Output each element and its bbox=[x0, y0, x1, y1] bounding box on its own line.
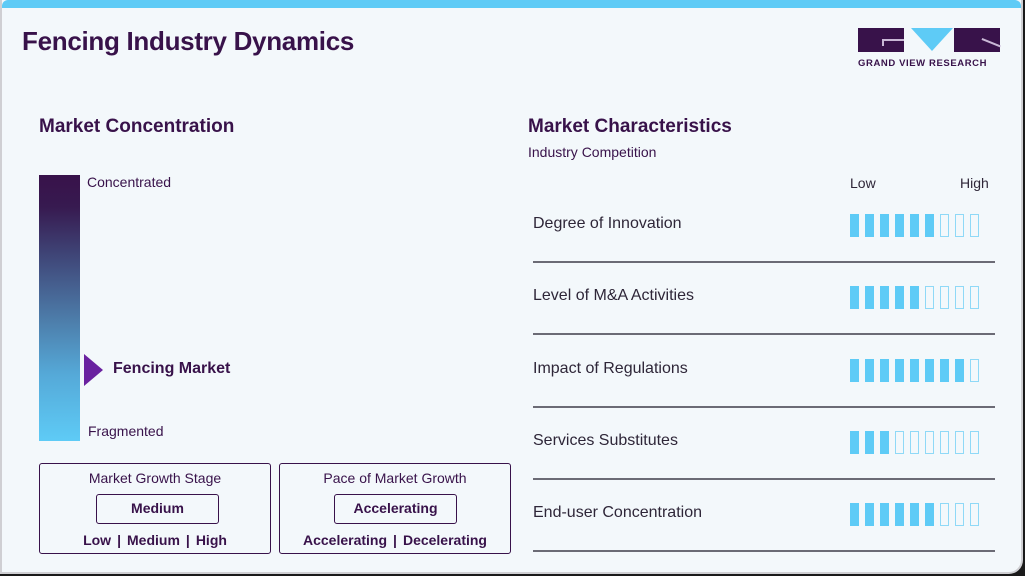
page-title: Fencing Industry Dynamics bbox=[22, 26, 355, 56]
rating-bar-filled bbox=[895, 359, 904, 382]
rating-bar-empty bbox=[895, 431, 904, 454]
rating-bar-filled bbox=[925, 359, 934, 382]
rating-bar-empty bbox=[970, 431, 979, 454]
rating-bars bbox=[850, 431, 979, 454]
row-divider bbox=[533, 550, 995, 552]
rating-bars bbox=[850, 503, 979, 526]
rating-bar-filled bbox=[925, 503, 934, 526]
characteristic-label: Degree of Innovation bbox=[533, 215, 682, 232]
rating-bars bbox=[850, 359, 979, 382]
pace-of-market-growth-box: Pace of Market Growth Accelerating Accel… bbox=[279, 463, 511, 554]
rating-bar-empty bbox=[955, 503, 964, 526]
scale-high-label: High bbox=[960, 175, 989, 191]
market-concentration-heading: Market Concentration bbox=[39, 116, 235, 137]
characteristic-row: Degree of Innovation bbox=[533, 191, 995, 264]
market-position-label: Fencing Market bbox=[113, 360, 231, 377]
characteristic-label: End-user Concentration bbox=[533, 504, 702, 521]
rating-bar-filled bbox=[865, 214, 874, 237]
fragmented-label: Fragmented bbox=[88, 423, 164, 439]
option-low: Low bbox=[83, 532, 112, 548]
rating-bars bbox=[850, 214, 979, 237]
market-growth-stage-box: Market Growth Stage Medium Low | Medium | Hi… bbox=[39, 463, 271, 554]
rating-bar-filled bbox=[955, 359, 964, 382]
logo-r-block-icon bbox=[954, 28, 1001, 52]
rating-bar-filled bbox=[865, 503, 874, 526]
growth-stage-value: Medium bbox=[96, 494, 219, 524]
logo-text: GRAND VIEW RESEARCH bbox=[858, 58, 988, 69]
rating-bar-filled bbox=[910, 503, 919, 526]
characteristic-row: Services Substitutes bbox=[533, 408, 995, 481]
logo-v-triangle-icon bbox=[911, 28, 953, 51]
rating-bar-filled bbox=[880, 214, 889, 237]
rating-bar-empty bbox=[970, 214, 979, 237]
rating-bar-filled bbox=[925, 214, 934, 237]
growth-stage-heading: Market Growth Stage bbox=[88, 470, 222, 486]
rating-bar-empty bbox=[940, 286, 949, 309]
characteristic-label: Services Substitutes bbox=[533, 432, 678, 449]
rating-bar-filled bbox=[880, 286, 889, 309]
option-high: High bbox=[195, 532, 227, 548]
rating-bars bbox=[850, 286, 979, 309]
rating-bar-empty bbox=[955, 431, 964, 454]
market-characteristics-heading: Market Characteristics bbox=[528, 116, 732, 137]
concentrated-label: Concentrated bbox=[87, 174, 172, 190]
row-divider bbox=[533, 406, 995, 408]
growth-pace-heading: Pace of Market Growth bbox=[323, 470, 467, 486]
rating-bar-filled bbox=[910, 214, 919, 237]
rating-bar-empty bbox=[970, 503, 979, 526]
rating-bar-empty bbox=[955, 214, 964, 237]
rating-bar-filled bbox=[895, 286, 904, 309]
growth-stage-options: Low | Medium | High bbox=[83, 532, 227, 548]
characteristic-label: Impact of Regulations bbox=[533, 360, 688, 377]
rating-bar-filled bbox=[850, 286, 859, 309]
option-accelerating: Accelerating bbox=[302, 532, 388, 548]
rating-bar-filled bbox=[880, 359, 889, 382]
rating-bar-filled bbox=[850, 503, 859, 526]
rating-bar-empty bbox=[925, 431, 934, 454]
rating-bar-filled bbox=[850, 359, 859, 382]
option-decelerating: Decelerating bbox=[402, 532, 487, 548]
characteristic-row: Level of M&A Activities bbox=[533, 263, 995, 336]
characteristic-label: Level of M&A Activities bbox=[533, 287, 694, 304]
concentration-gradient-bar bbox=[39, 175, 80, 441]
growth-pace-value: Accelerating bbox=[334, 494, 457, 524]
rating-bar-empty bbox=[970, 359, 979, 382]
row-divider bbox=[533, 333, 995, 335]
industry-competition-subheading: Industry Competition bbox=[528, 144, 657, 160]
rating-bar-filled bbox=[895, 503, 904, 526]
characteristic-row: Impact of Regulations bbox=[533, 336, 995, 409]
rating-bar-empty bbox=[940, 431, 949, 454]
rating-bar-empty bbox=[970, 286, 979, 309]
rating-bar-filled bbox=[910, 359, 919, 382]
grand-view-research-logo: GRAND VIEW RESEARCH bbox=[858, 28, 1001, 72]
top-accent-bar bbox=[2, 0, 1021, 8]
rating-bar-empty bbox=[910, 431, 919, 454]
scale-low-label: Low bbox=[850, 175, 876, 191]
rating-bar-filled bbox=[865, 286, 874, 309]
rating-bar-empty bbox=[955, 286, 964, 309]
rating-bar-filled bbox=[865, 431, 874, 454]
rating-bar-filled bbox=[865, 359, 874, 382]
growth-pace-options: Accelerating | Decelerating bbox=[302, 532, 487, 548]
rating-bar-filled bbox=[850, 214, 859, 237]
characteristic-row: End-user Concentration bbox=[533, 480, 995, 553]
rating-bar-filled bbox=[910, 286, 919, 309]
rating-bar-empty bbox=[940, 503, 949, 526]
row-divider bbox=[533, 478, 995, 480]
rating-bar-filled bbox=[940, 359, 949, 382]
rating-bar-filled bbox=[895, 214, 904, 237]
rating-bar-empty bbox=[925, 286, 934, 309]
rating-bar-filled bbox=[880, 503, 889, 526]
logo-g-block-icon bbox=[858, 28, 904, 52]
rating-bar-filled bbox=[880, 431, 889, 454]
market-position-marker-icon bbox=[84, 354, 103, 386]
row-divider bbox=[533, 261, 995, 263]
option-medium: Medium bbox=[127, 532, 180, 548]
rating-bar-filled bbox=[850, 431, 859, 454]
rating-bar-empty bbox=[940, 214, 949, 237]
